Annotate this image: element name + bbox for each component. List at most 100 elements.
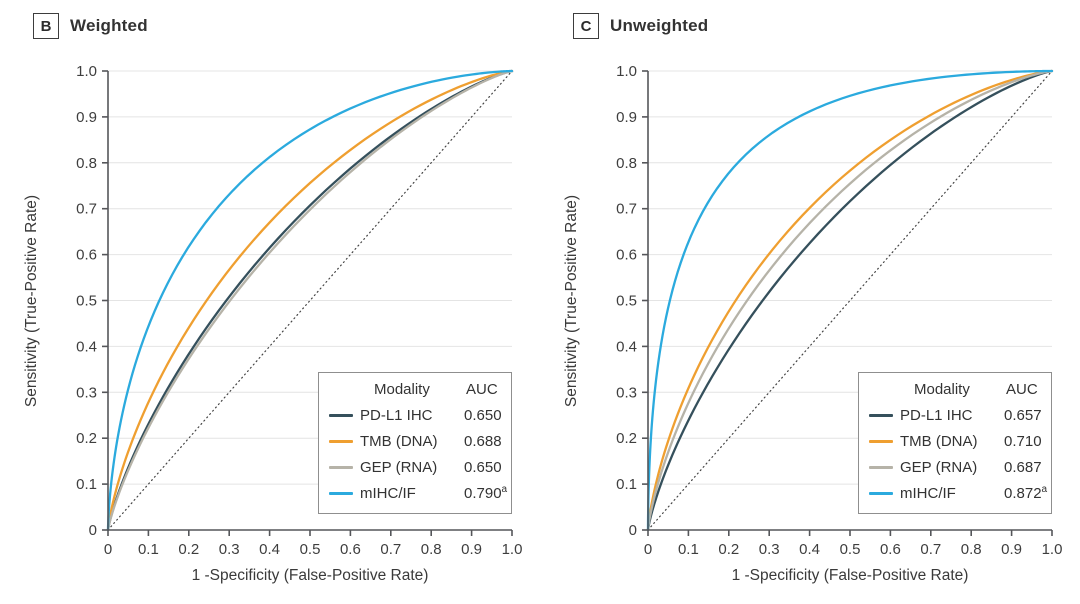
legend-auc-value: 0.710 — [1004, 432, 1042, 450]
x-tick-label: 0.4 — [799, 541, 820, 558]
y-axis-label: Sensitivity (True-Positive Rate) — [23, 194, 40, 407]
legend-row: PD-L1 IHC 0.650 — [328, 402, 505, 428]
panel-weighted: B Weighted Sensitivity (True-Positive Ra… — [23, 13, 522, 584]
panel-title: Weighted — [70, 16, 148, 35]
panel-unweighted: C Unweighted Sensitivity (True-Positive … — [540, 0, 1080, 604]
legend-header-row: Modality AUC — [868, 376, 1045, 402]
x-tick-label: 0.1 — [678, 541, 699, 558]
x-tick-label: 1.0 — [502, 541, 523, 558]
legend-line-swatch — [329, 439, 353, 443]
y-tick-label: 0.9 — [76, 109, 97, 126]
roc-chart-unweighted: 0 0.1 0.2 0.3 0.4 0.5 0.6 0.7 0.8 0.9 1.0 0 0.1 0.2 0.… — [616, 63, 1062, 558]
y-tick-label: 0 — [629, 522, 637, 539]
legend-header-row: Modality AUC — [328, 376, 505, 402]
x-tick-label: 0.6 — [880, 541, 901, 558]
x-tick-label: 0 — [104, 541, 112, 558]
legend-line-swatch — [869, 491, 893, 495]
legend-modality-label: PD-L1 IHC — [900, 406, 973, 424]
legend-header-modality: Modality — [374, 380, 430, 398]
auc-footnote-superscript: a — [501, 484, 508, 495]
x-tick-label: 0.2 — [178, 541, 199, 558]
x-tick-label: 1.0 — [1042, 541, 1063, 558]
x-tick-label: 0.9 — [461, 541, 482, 558]
y-tick-label: 0.6 — [616, 247, 637, 264]
legend-line-swatch — [869, 439, 893, 443]
x-tick-label: 0.5 — [300, 541, 321, 558]
panel-letter-box: C — [573, 13, 599, 39]
y-tick-label: 0.3 — [76, 384, 97, 401]
chance-diagonal-reference-line — [107, 70, 513, 531]
legend-row: GEP (RNA) 0.687 — [868, 454, 1045, 480]
legend-auc-value: 0.872a — [1004, 484, 1048, 502]
chance-diagonal-reference-line — [647, 70, 1053, 531]
legend-row: PD-L1 IHC 0.657 — [868, 402, 1045, 428]
y-tick-label: 0.4 — [76, 338, 97, 355]
x-tick-label: 0.8 — [961, 541, 982, 558]
panel-title: Unweighted — [610, 16, 709, 35]
legend-row: TMB (DNA) 0.688 — [328, 428, 505, 454]
x-tick-label: 0.3 — [759, 541, 780, 558]
legend: Modality AUC PD-L1 IHC 0.650 TMB (DNA) 0.68… — [318, 372, 512, 514]
x-tick-label: 0.5 — [840, 541, 861, 558]
legend-line-swatch — [329, 491, 353, 495]
y-tick-label: 0.5 — [76, 293, 97, 310]
legend-modality-label: mIHC/IF — [360, 484, 416, 502]
y-tick-label: 0.7 — [616, 201, 637, 218]
legend-line-swatch — [329, 465, 353, 469]
y-tick-label: 0.8 — [616, 155, 637, 172]
legend: Modality AUC PD-L1 IHC 0.657 TMB (DNA) 0.71… — [858, 372, 1052, 514]
y-axis-label: Sensitivity (True-Positive Rate) — [563, 194, 580, 407]
legend-rows: PD-L1 IHC 0.657 TMB (DNA) 0.710 GEP (RNA) 0.6… — [868, 402, 1048, 506]
tick-labels: 0 0.1 0.2 0.3 0.4 0.5 0.6 0.7 0.8 0.9 1.0 0 0.1 0.2 0.… — [616, 63, 1062, 558]
legend-modality-label: PD-L1 IHC — [360, 406, 433, 424]
y-tick-label: 0.5 — [616, 293, 637, 310]
x-axis-label: 1 -Specificity (False-Positive Rate) — [191, 567, 429, 584]
legend-header-modality: Modality — [914, 380, 970, 398]
x-tick-label: 0.7 — [380, 541, 401, 558]
legend-auc-value: 0.650 — [464, 458, 502, 476]
y-tick-label: 0.2 — [616, 430, 637, 447]
legend-row: GEP (RNA) 0.650 — [328, 454, 505, 480]
y-tick-label: 0.4 — [616, 338, 637, 355]
axes — [642, 70, 1053, 536]
y-tick-label: 1.0 — [616, 63, 637, 80]
panel-header: C Unweighted — [573, 13, 708, 39]
legend-auc-value: 0.650 — [464, 406, 502, 424]
y-tick-label: 0.9 — [616, 109, 637, 126]
legend-auc-value: 0.687 — [1004, 458, 1042, 476]
legend-modality-label: mIHC/IF — [900, 484, 956, 502]
y-tick-label: 0.7 — [76, 201, 97, 218]
y-tick-label: 0.2 — [76, 430, 97, 447]
x-tick-label: 0 — [644, 541, 652, 558]
y-tick-label: 0.1 — [76, 476, 97, 493]
x-tick-label: 0.8 — [421, 541, 442, 558]
y-tick-label: 0.6 — [76, 247, 97, 264]
legend-header-auc: AUC — [1006, 380, 1038, 398]
legend-row: TMB (DNA) 0.710 — [868, 428, 1045, 454]
panel-letter-box: B — [33, 13, 59, 39]
legend-row: mIHC/IF 0.790a — [328, 480, 508, 506]
legend-modality-label: GEP (RNA) — [900, 458, 978, 476]
y-tick-label: 1.0 — [76, 63, 97, 80]
auc-footnote-superscript: a — [1041, 484, 1048, 495]
tick-labels: 0 0.1 0.2 0.3 0.4 0.5 0.6 0.7 0.8 0.9 1.0 0 0.1 0.2 0.… — [76, 63, 522, 558]
y-tick-label: 0 — [89, 522, 97, 539]
axes — [102, 70, 513, 536]
y-tick-label: 0.1 — [616, 476, 637, 493]
legend-line-swatch — [869, 413, 893, 417]
x-tick-label: 0.1 — [138, 541, 159, 558]
legend-modality-label: TMB (DNA) — [360, 432, 438, 450]
x-tick-label: 0.9 — [1001, 541, 1022, 558]
roc-chart-weighted: 0 0.1 0.2 0.3 0.4 0.5 0.6 0.7 0.8 0.9 1.0 0 0.1 0.2 0.… — [76, 63, 522, 558]
legend-header-auc: AUC — [466, 380, 498, 398]
x-tick-label: 0.7 — [920, 541, 941, 558]
x-axis-label: 1 -Specificity (False-Positive Rate) — [731, 567, 969, 584]
legend-line-swatch — [869, 465, 893, 469]
legend-auc-value: 0.657 — [1004, 406, 1042, 424]
panel-header: B Weighted — [33, 13, 148, 39]
legend-modality-label: TMB (DNA) — [900, 432, 978, 450]
legend-rows: PD-L1 IHC 0.650 TMB (DNA) 0.688 GEP (RNA) 0.6… — [328, 402, 508, 506]
legend-row: mIHC/IF 0.872a — [868, 480, 1048, 506]
x-tick-label: 0.4 — [259, 541, 280, 558]
